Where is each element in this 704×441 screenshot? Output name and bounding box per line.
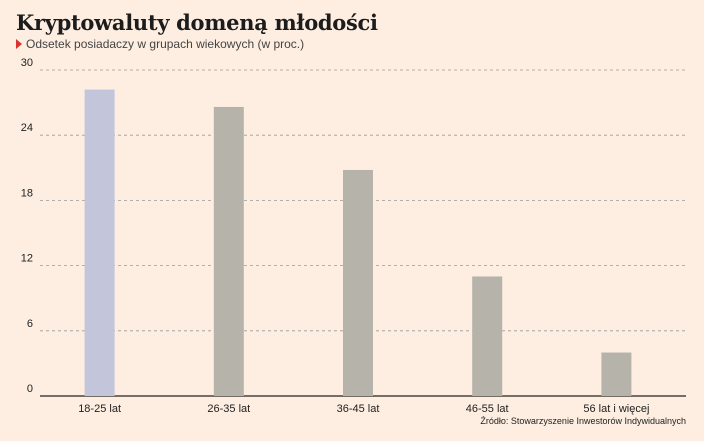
y-tick-label-24: 24: [21, 122, 33, 134]
bar-4: [601, 352, 632, 396]
x-tick-label-0: 18-25 lat: [78, 403, 121, 415]
bar-1: [213, 106, 244, 397]
bar-3: [472, 276, 503, 396]
y-tick-label-18: 18: [21, 187, 33, 199]
x-tick-label-3: 46-55 lat: [466, 403, 509, 415]
y-tick-label-0: 0: [27, 383, 33, 395]
bar-0: [84, 89, 115, 396]
y-tick-label-30: 30: [21, 57, 33, 69]
bar-2: [343, 169, 373, 396]
y-tick-label-12: 12: [21, 253, 33, 265]
chart-subtitle: Odsetek posiadaczy w grupach wiekowych (…: [16, 37, 304, 51]
y-tick-label-6: 6: [27, 318, 33, 330]
red-triangle-icon: [16, 39, 22, 49]
x-tick-label-4: 56 lat i więcej: [583, 403, 649, 415]
chart-title: Kryptowaluty domeną młodości: [16, 10, 378, 35]
x-tick-label-1: 26-35 lat: [207, 403, 250, 415]
source-note: Źródło: Stowarzyszenie Inwestorów Indywi…: [480, 416, 686, 426]
x-tick-label-2: 36-45 lat: [337, 403, 380, 415]
chart-subtitle-text: Odsetek posiadaczy w grupach wiekowych (…: [26, 37, 305, 51]
